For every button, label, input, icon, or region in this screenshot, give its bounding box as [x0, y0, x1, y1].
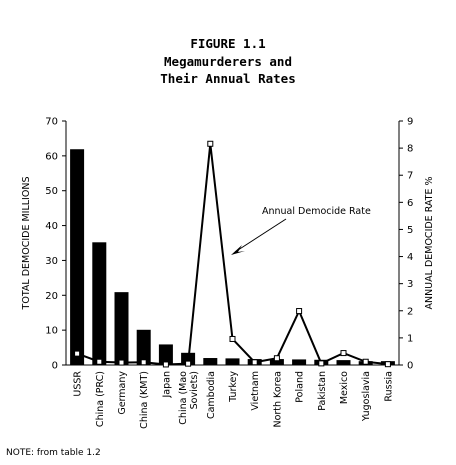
category-label: Germany	[117, 371, 128, 415]
bar	[336, 360, 351, 365]
rate-point	[362, 358, 369, 365]
y-axis-label-right: ANNUAL DEMOCIDE RATE %	[424, 176, 435, 309]
right-tick-label: 4	[407, 252, 413, 263]
category-label: Vietnam	[250, 371, 261, 411]
rate-point	[74, 350, 81, 357]
rate-point	[118, 359, 125, 366]
bar	[158, 344, 173, 365]
right-tick-label: 6	[407, 198, 413, 209]
right-tick-label: 9	[407, 117, 413, 128]
right-tick-label: 7	[407, 171, 413, 182]
right-tick-label: 3	[407, 279, 413, 290]
category-labels: USSR China (PRC) Germany China (KMT) Japan Ch…	[73, 371, 395, 429]
left-tick-label: 20	[45, 291, 58, 302]
rate-point	[162, 361, 169, 368]
right-axis-ticks: 0 1 2 3 4 5 6 7 8 9	[399, 117, 413, 372]
left-tick-label: 60	[45, 151, 58, 162]
bar	[70, 149, 85, 365]
bar	[269, 359, 284, 365]
rate-point	[207, 140, 214, 147]
bar-series	[70, 149, 395, 365]
bar	[225, 358, 240, 365]
bar	[114, 292, 129, 365]
bar	[292, 359, 307, 365]
rate-point	[140, 359, 147, 366]
annotation-arrow-head	[231, 245, 245, 255]
right-tick-label: 0	[407, 361, 413, 372]
bar	[136, 329, 151, 365]
rate-point	[384, 361, 391, 368]
rate-point	[296, 308, 303, 315]
bar	[92, 242, 107, 365]
rate-point	[340, 350, 347, 357]
category-label: Pakistan	[317, 371, 328, 411]
left-tick-label: 10	[45, 326, 58, 337]
category-label: Cambodia	[206, 371, 217, 419]
category-label: China (KMT)	[139, 371, 150, 429]
rate-point	[229, 335, 236, 342]
rate-point	[251, 359, 258, 366]
rate-point	[185, 360, 192, 367]
left-tick-label: 40	[45, 221, 58, 232]
left-tick-label: 50	[45, 186, 58, 197]
left-tick-label: 30	[45, 256, 58, 267]
rate-point	[273, 355, 280, 362]
category-label: Russia	[383, 371, 394, 402]
rate-point	[318, 360, 325, 367]
right-tick-label: 5	[407, 225, 413, 236]
category-label: Yugoslavia	[361, 371, 372, 422]
left-tick-label: 0	[52, 361, 58, 372]
category-label: Poland	[295, 371, 306, 403]
category-label: Turkey	[228, 371, 239, 403]
y-axis-label-left: TOTAL DEMOCIDE MILLIONS	[21, 177, 32, 311]
right-tick-label: 1	[407, 333, 413, 344]
rate-point	[96, 358, 103, 365]
category-label: Mexico	[339, 371, 350, 404]
annotation-arrow-line	[234, 218, 287, 253]
chart-note: NOTE: from table 1.2	[6, 448, 101, 458]
right-tick-label: 2	[407, 306, 413, 317]
category-label: North Korea	[272, 371, 283, 428]
bar	[203, 358, 218, 365]
category-label: Soviets)	[189, 371, 200, 409]
line-series	[74, 140, 391, 368]
chart-subtitle-line-1: Megamurderers and	[164, 54, 292, 69]
category-label: China (Mao	[178, 371, 189, 425]
right-tick-label: 8	[407, 144, 413, 155]
left-axis-ticks: 0 10 20 30 40 50 60 70	[45, 117, 66, 372]
category-label: Japan	[161, 371, 172, 399]
category-label: China (PRC)	[95, 371, 106, 427]
chart-subtitle-line-2: Their Annual Rates	[160, 71, 295, 86]
left-tick-label: 70	[45, 117, 58, 128]
category-label: USSR	[73, 371, 84, 397]
chart-title: FIGURE 1.1	[190, 36, 265, 51]
annotation-label: Annual Democide Rate	[262, 206, 371, 217]
